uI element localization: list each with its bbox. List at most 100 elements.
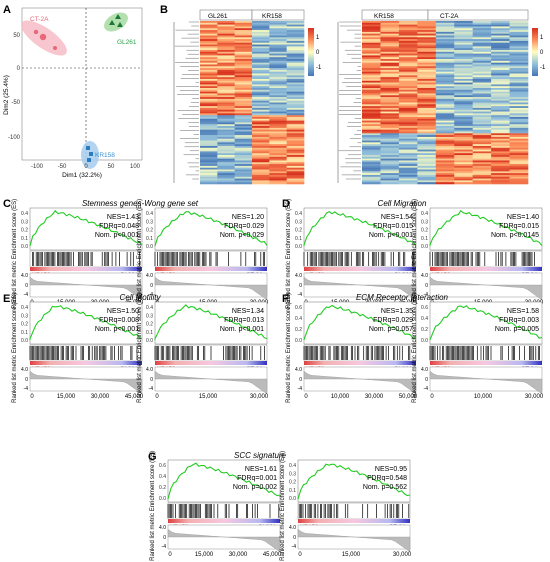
heatmap-cell <box>286 135 305 138</box>
heatmap-cell <box>286 164 305 167</box>
pca-point <box>109 20 115 25</box>
heatmap-cell <box>380 162 400 165</box>
heatmap-cell <box>454 51 473 54</box>
rank-tick: 4.0 <box>295 273 302 279</box>
heatmap-cell <box>252 33 270 36</box>
heatmap-cell <box>217 147 235 150</box>
heatmap-cell <box>362 135 381 138</box>
heatmap-cell <box>252 155 270 158</box>
rank-tick: -4 <box>298 292 303 298</box>
heatmap-cell <box>380 49 400 53</box>
heatmap-cell <box>380 160 400 163</box>
heatmap-cell <box>509 42 529 45</box>
heatmap-cell <box>398 86 418 89</box>
heatmap-cell <box>435 71 455 74</box>
heatmap-cell <box>234 98 253 101</box>
panel-letter-a: A <box>3 4 11 16</box>
heatmap-cell <box>380 156 400 159</box>
heatmap-cell <box>417 140 437 143</box>
heatmap-cell <box>217 71 235 74</box>
heatmap-cell <box>380 28 400 31</box>
heatmap-cell <box>217 107 235 111</box>
heatmap-cell <box>286 140 305 143</box>
heatmap-cell <box>252 93 270 96</box>
heatmap-cell <box>454 136 473 140</box>
heatmap-cell <box>200 75 218 78</box>
heatmap-cell <box>269 100 287 103</box>
heatmap-cell <box>286 98 305 101</box>
heatmap-cell <box>435 173 455 176</box>
heatmap-cell <box>362 153 381 156</box>
heatmap-cell <box>491 82 510 85</box>
heatmap-right: KR158 CT-2A 1 0 -1 <box>337 9 546 185</box>
fdr-value: FDRq=0.013 <box>224 317 264 324</box>
heatmap-cell <box>200 120 218 123</box>
heatmap-cell <box>509 89 529 92</box>
heatmap-cell <box>491 78 510 82</box>
heatmap-cell <box>252 176 270 179</box>
gsea-panel-g: G SCC signature0.60.40.20.0NES=1.61FDRq=0… <box>148 451 412 561</box>
panel-letter: E <box>3 293 10 305</box>
heatmap-cell <box>269 59 287 62</box>
heatmap-cell <box>454 69 473 73</box>
x-tick: 0 <box>30 394 34 400</box>
heatmap-cell <box>286 173 305 176</box>
heatmap-cell <box>472 174 492 178</box>
heatmap-cell <box>435 57 455 60</box>
heatmap-cell <box>234 37 253 40</box>
heatmap-cell <box>435 48 455 51</box>
es-tick: 0.0 <box>295 244 302 250</box>
heatmap-cell <box>200 136 218 140</box>
heatmap-cell <box>454 24 473 27</box>
heatmap-cell <box>398 145 418 149</box>
heatmap-cell <box>252 60 270 63</box>
heatmap-cell <box>509 66 529 69</box>
es-tick: 0.4 <box>295 211 302 217</box>
heatmap-cell <box>234 49 253 53</box>
heatmap-cell <box>380 93 400 96</box>
heatmap-cell <box>234 51 253 54</box>
heatmap-cell <box>398 144 418 147</box>
heatmap-cell <box>509 46 529 49</box>
heatmap-cell <box>398 173 418 176</box>
heatmap-cell <box>454 164 473 167</box>
heatmap-cell <box>252 147 270 150</box>
heatmap-cell <box>454 68 473 71</box>
heatmap-cell <box>491 106 510 109</box>
ranked-metric-area <box>297 528 411 553</box>
heatmap-cell <box>286 129 305 132</box>
heatmap-cell <box>252 24 270 27</box>
heatmap-cell <box>472 100 492 103</box>
heatmap-cell <box>491 136 510 140</box>
heatmap-cell <box>435 44 455 47</box>
heatmap-cell <box>252 39 270 42</box>
heatmap-cell <box>362 82 381 85</box>
heatmap-cell <box>200 98 218 101</box>
heatmap-cell <box>217 84 235 87</box>
heatmap-cell <box>362 145 381 149</box>
heatmap-cell <box>491 174 510 178</box>
heatmap-cell <box>509 107 529 111</box>
heatmap-cell <box>472 173 492 176</box>
heatmap-cell <box>234 78 253 82</box>
heatmap-cell <box>362 55 381 58</box>
heatmap-cell <box>200 42 218 45</box>
rank-gradient-bar <box>304 267 416 271</box>
heatmap-cell <box>362 97 381 100</box>
heatmap-cell <box>252 69 270 73</box>
heatmap-cell <box>417 46 437 49</box>
heatmap-cell <box>435 155 455 158</box>
heatmap-cell <box>380 124 400 127</box>
heatmap-cell <box>491 173 510 176</box>
heatmap-cell <box>380 127 400 130</box>
heatmap-cell <box>491 42 510 45</box>
heatmap-cell <box>200 53 218 56</box>
heatmap-cell <box>454 93 473 96</box>
heatmap-cell <box>252 126 270 129</box>
heatmap-cell <box>398 48 418 51</box>
heatmap-cell <box>286 151 305 154</box>
heatmap-cell <box>472 107 492 111</box>
heatmap-cell <box>200 44 218 47</box>
heatmap-cell <box>417 71 437 74</box>
heatmap-cell <box>417 169 437 172</box>
